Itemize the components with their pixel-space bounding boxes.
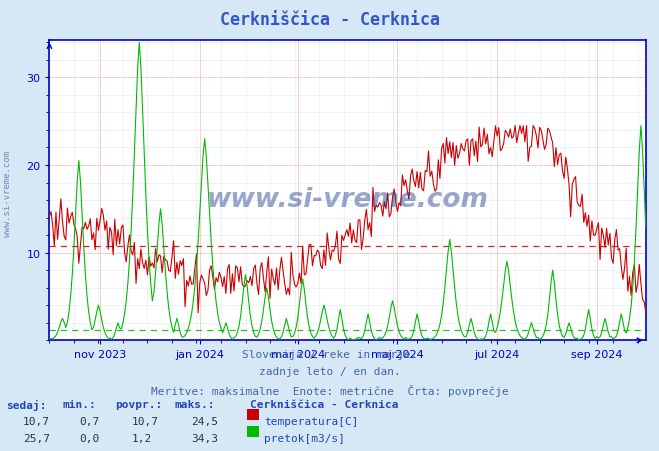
Text: www.si-vreme.com: www.si-vreme.com (3, 151, 13, 237)
Text: www.si-vreme.com: www.si-vreme.com (207, 187, 488, 212)
Text: 24,5: 24,5 (191, 416, 218, 426)
Text: 10,7: 10,7 (132, 416, 159, 426)
Text: maks.:: maks.: (175, 399, 215, 409)
Text: Cerkniščica - Cerknica: Cerkniščica - Cerknica (219, 11, 440, 29)
Text: 10,7: 10,7 (23, 416, 50, 426)
Text: Slovenija / reke in morje.: Slovenija / reke in morje. (242, 350, 417, 359)
Text: min.:: min.: (63, 399, 96, 409)
Text: pretok[m3/s]: pretok[m3/s] (264, 433, 345, 443)
Text: Cerkniščica - Cerknica: Cerkniščica - Cerknica (250, 399, 399, 409)
Text: 0,7: 0,7 (79, 416, 100, 426)
Text: sedaj:: sedaj: (7, 399, 47, 410)
Text: Meritve: maksimalne  Enote: metrične  Črta: povprečje: Meritve: maksimalne Enote: metrične Črta… (151, 384, 508, 396)
Text: 1,2: 1,2 (132, 433, 152, 443)
Text: 25,7: 25,7 (23, 433, 50, 443)
Text: temperatura[C]: temperatura[C] (264, 416, 358, 426)
Text: 34,3: 34,3 (191, 433, 218, 443)
Text: povpr.:: povpr.: (115, 399, 163, 409)
Text: 0,0: 0,0 (79, 433, 100, 443)
Text: zadnje leto / en dan.: zadnje leto / en dan. (258, 367, 401, 377)
